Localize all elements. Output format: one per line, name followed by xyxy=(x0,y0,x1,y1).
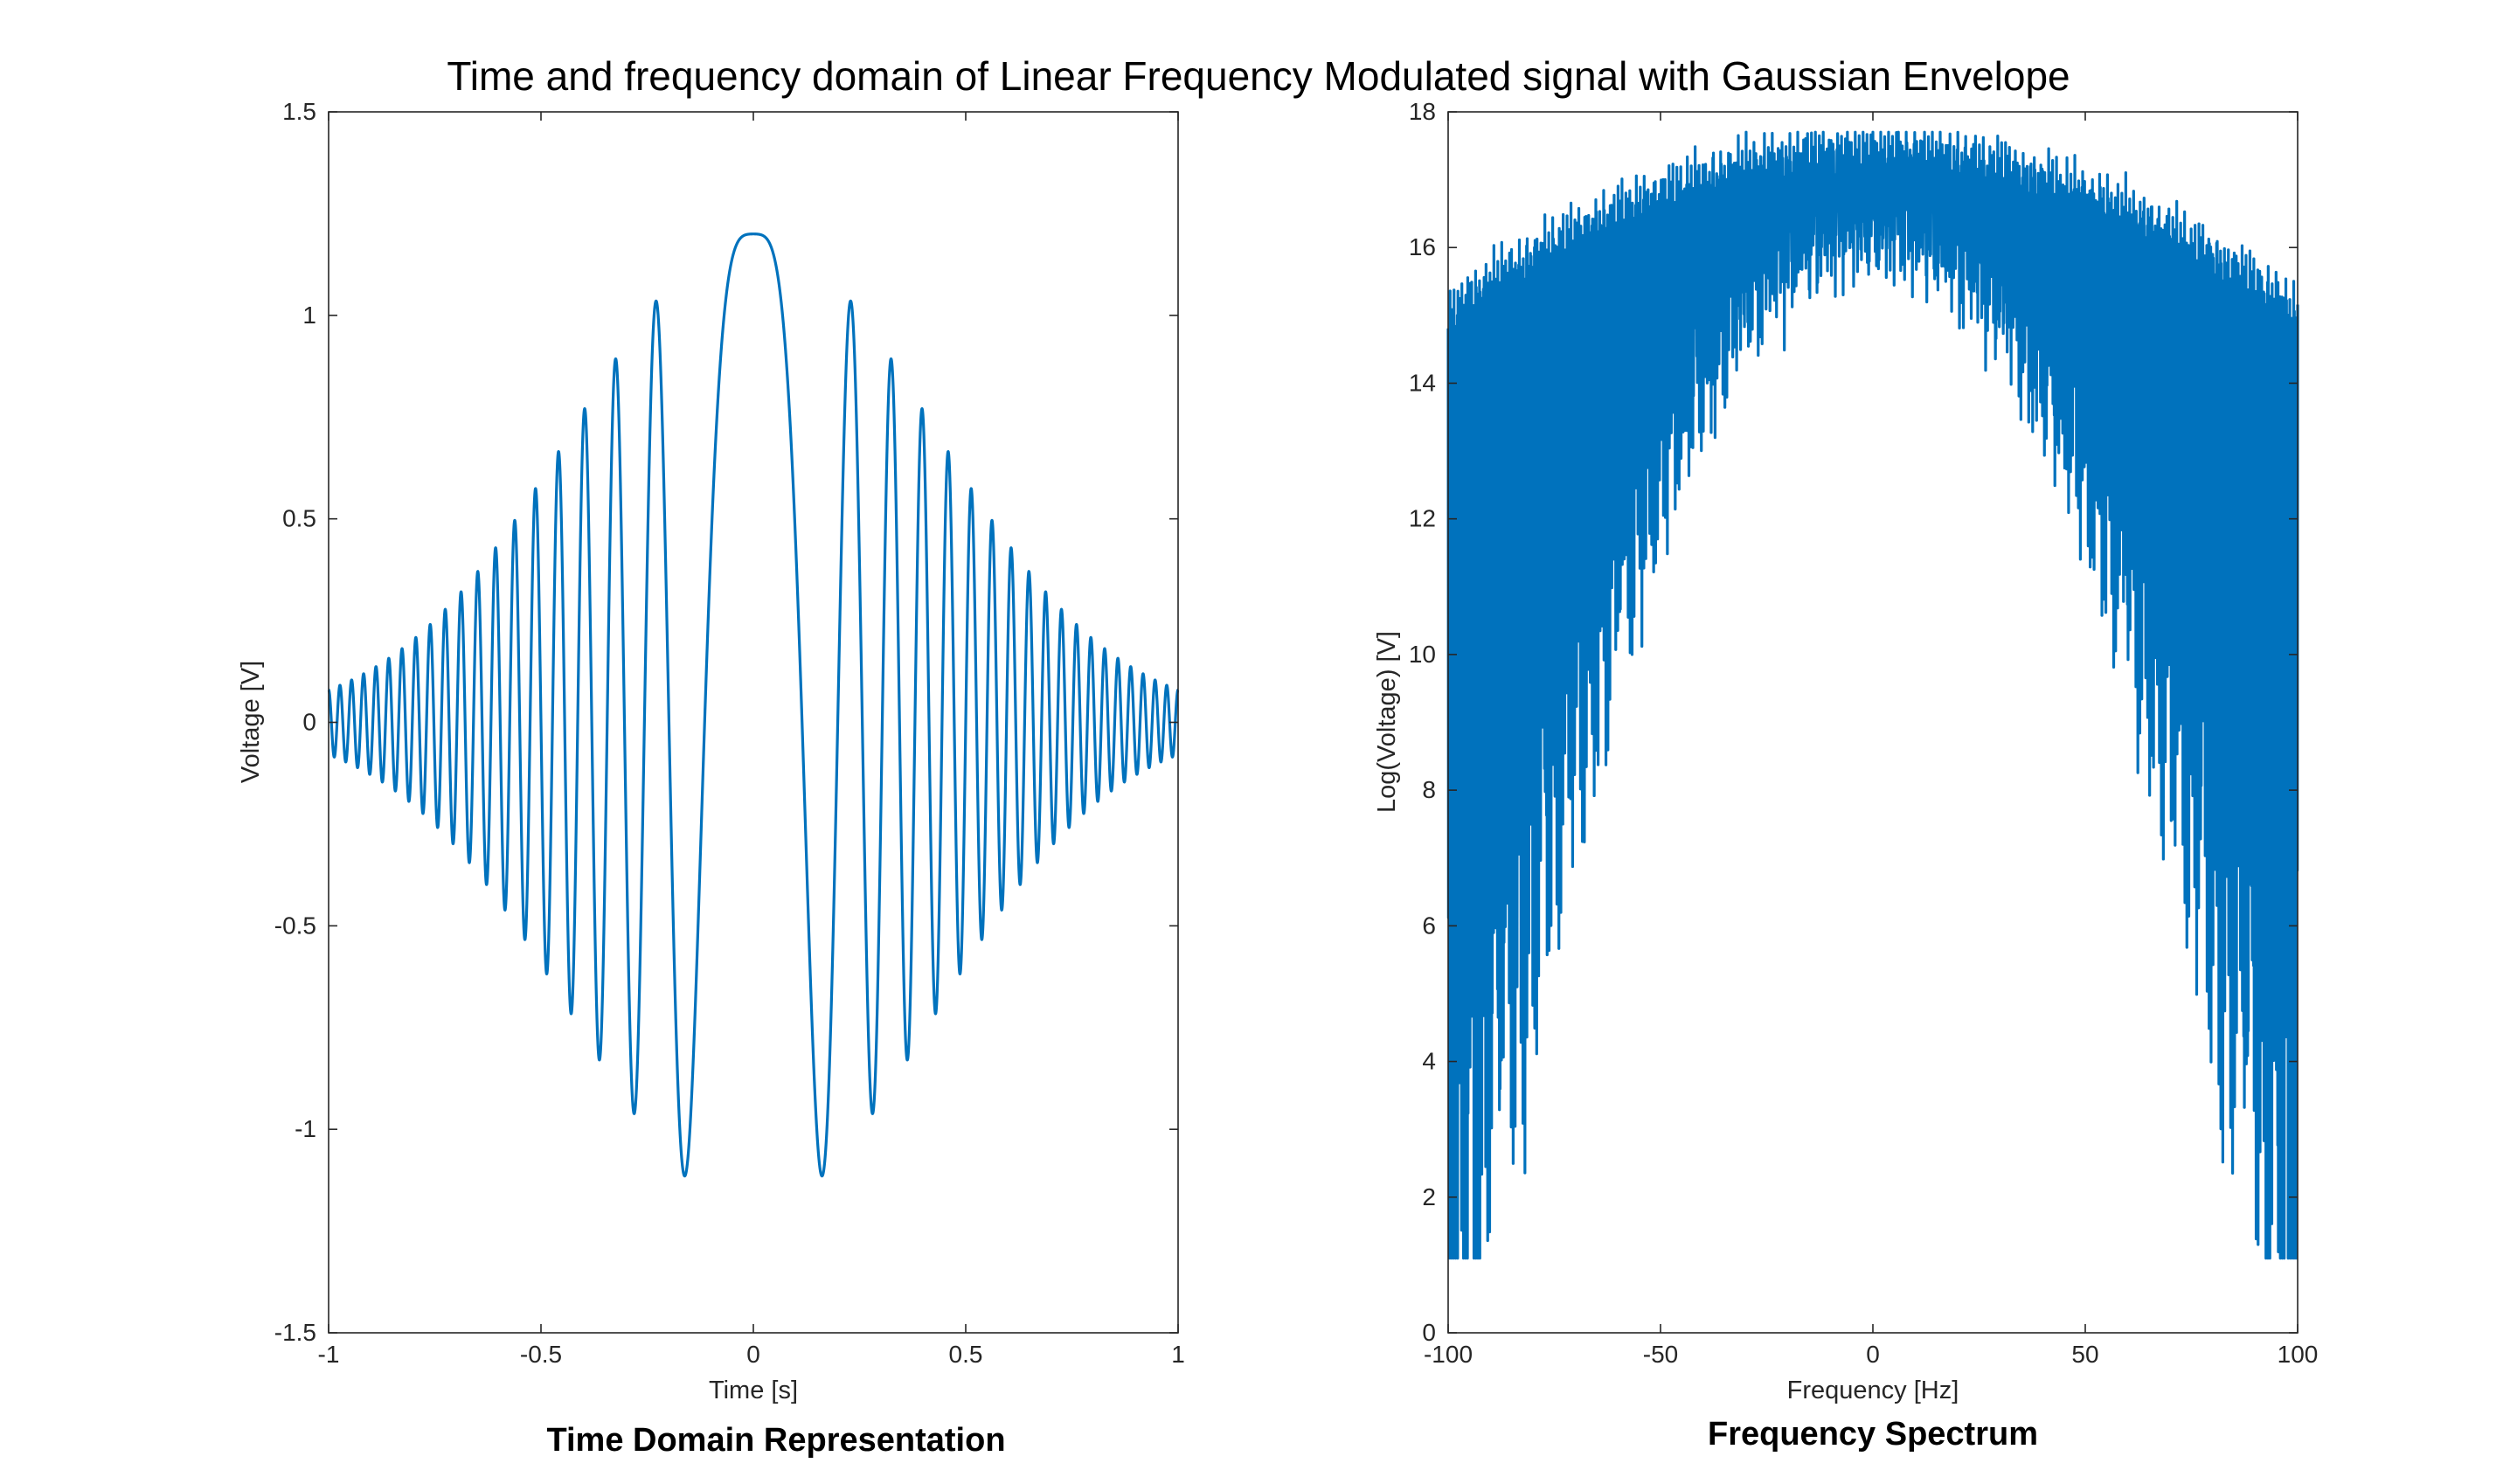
frequency-spectrum-ytick-label: 10 xyxy=(1409,641,1436,668)
frequency-spectrum-ytick-label: 12 xyxy=(1409,505,1436,532)
frequency-spectrum-xtick-label: 100 xyxy=(2278,1341,2319,1368)
time-domain-ylabel: Voltage [V] xyxy=(237,661,265,783)
time-domain-ticks: -1 -0.5 0 0.5 1-1.5-1-0.500.511.5 xyxy=(274,98,1185,1368)
time-domain-panel-title: Time Domain Representation xyxy=(546,1422,1005,1459)
time-domain-xtick-label: 0.5 xyxy=(949,1341,983,1368)
time-domain-ytick-label: -1 xyxy=(295,1115,316,1142)
time-domain-xtick-label: 0 xyxy=(746,1341,760,1368)
frequency-spectrum-ytick-label: 14 xyxy=(1409,369,1436,396)
time-domain-trace xyxy=(327,232,1180,1178)
frequency-spectrum-ytick-label: 0 xyxy=(1422,1319,1436,1346)
time-domain-xtick-label: -1 xyxy=(318,1341,340,1368)
time-domain-ytick-label: -0.5 xyxy=(274,912,316,939)
figure-title: Time and frequency domain of Linear Freq… xyxy=(447,53,2070,99)
frequency-spectrum-xtick-label: -100 xyxy=(1424,1341,1473,1368)
frequency-spectrum-ticks: -100 -50 0 50 100 0 2 4 6 8 10 12 14 16 18 xyxy=(1409,98,2319,1368)
time-domain-xtick-label: 1 xyxy=(1171,1341,1185,1368)
frequency-spectrum-xlabel: Frequency [Hz] xyxy=(1787,1377,1959,1404)
frequency-spectrum-trace xyxy=(1446,130,2299,1260)
time-domain-ytick-label: 1.5 xyxy=(282,98,316,125)
frequency-spectrum-axes: -100 -50 0 50 100 0 2 4 6 8 10 12 14 16 18 Frequency [… xyxy=(1373,98,2318,1453)
time-domain-ytick-label: 0 xyxy=(302,709,316,736)
frequency-spectrum-ytick-label: 16 xyxy=(1409,233,1436,260)
frequency-spectrum-panel-title: Frequency Spectrum xyxy=(1708,1416,2038,1453)
frequency-spectrum-xtick-label: 0 xyxy=(1866,1341,1880,1368)
frequency-spectrum-ylabel: Log(Voltage) [V] xyxy=(1373,631,1401,813)
frequency-spectrum-ytick-label: 6 xyxy=(1422,912,1436,939)
frequency-spectrum-ytick-label: 4 xyxy=(1422,1048,1436,1075)
time-domain-xlabel: Time [s] xyxy=(709,1377,798,1404)
time-domain-ytick-label: -1.5 xyxy=(274,1319,316,1346)
frequency-spectrum-ytick-label: 2 xyxy=(1422,1183,1436,1210)
frequency-spectrum-ytick-label: 8 xyxy=(1422,776,1436,803)
time-domain-ytick-label: 0.5 xyxy=(282,505,316,532)
frequency-spectrum-xtick-label: 50 xyxy=(2071,1341,2098,1368)
time-domain-xtick-label: -0.5 xyxy=(520,1341,562,1368)
time-domain-ytick-label: 1 xyxy=(302,302,316,329)
time-domain-axes: -1 -0.5 0 0.5 1-1.5-1-0.500.511.5 Time [s] V… xyxy=(237,98,1185,1459)
frequency-spectrum-ytick-label: 18 xyxy=(1409,98,1436,125)
frequency-spectrum-xtick-label: -50 xyxy=(1643,1341,1678,1368)
